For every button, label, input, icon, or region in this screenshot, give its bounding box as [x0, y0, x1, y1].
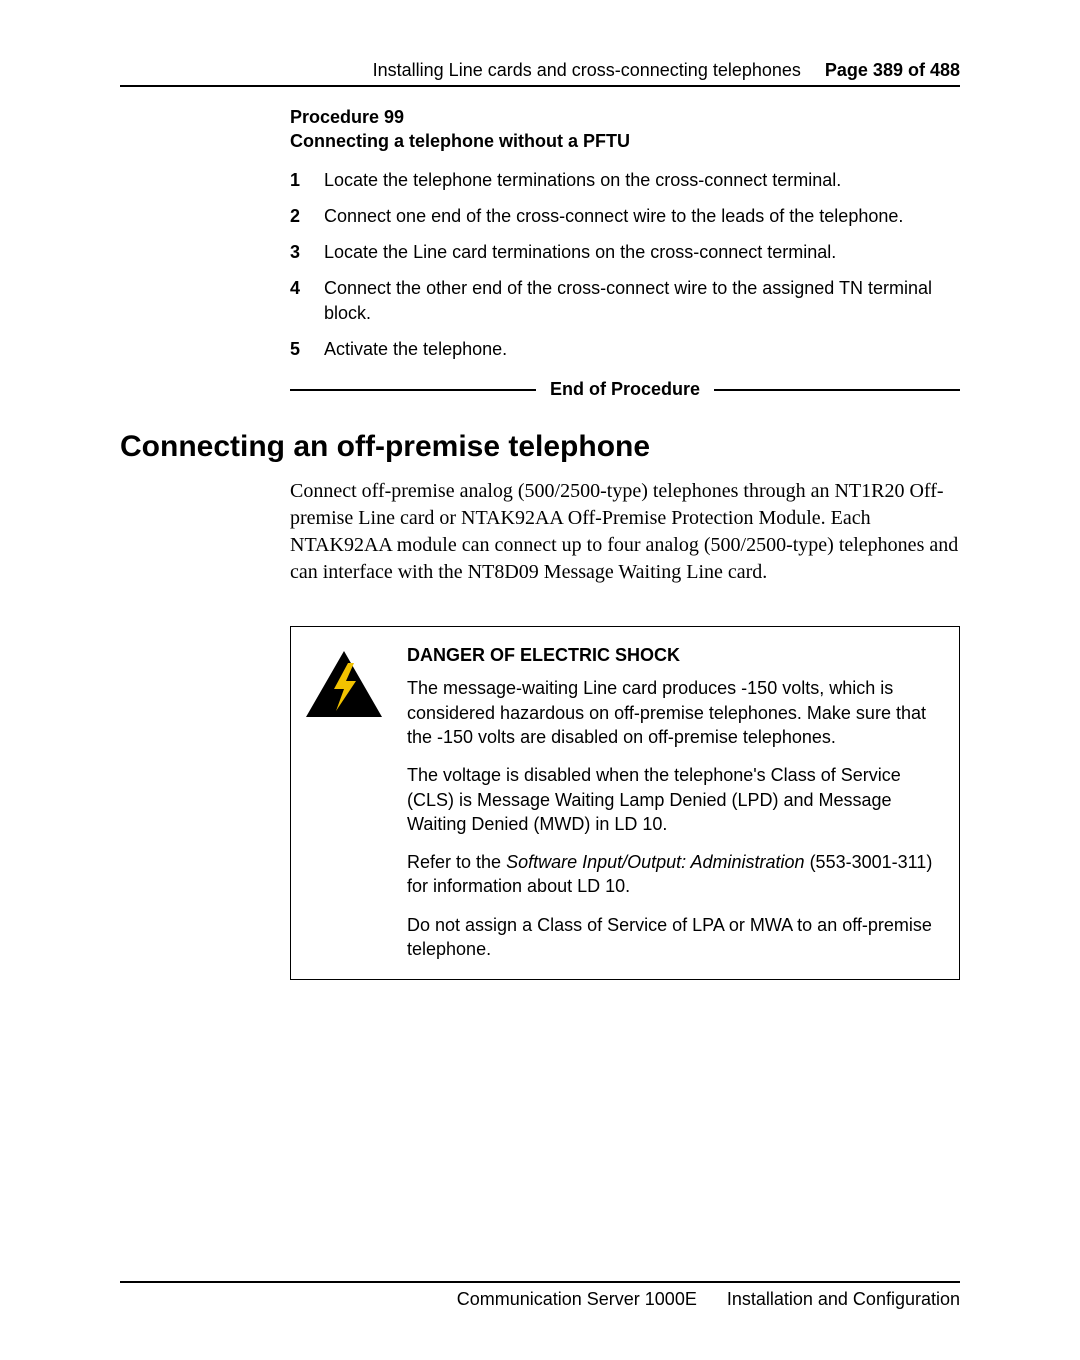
- step-number: 5: [290, 337, 306, 361]
- divider-line: [714, 389, 960, 391]
- warning-paragraph: The voltage is disabled when the telepho…: [407, 763, 943, 836]
- warning-icon-cell: [291, 627, 387, 979]
- step-item: 3 Locate the Line card terminations on t…: [290, 240, 960, 264]
- page-footer: Communication Server 1000E Installation …: [120, 1281, 960, 1310]
- header-chapter-title: Installing Line cards and cross-connecti…: [373, 60, 801, 81]
- electric-shock-warning-icon: [304, 649, 384, 719]
- warning-paragraph: Refer to the Software Input/Output: Admi…: [407, 850, 943, 899]
- warning-text-span: Refer to the: [407, 852, 506, 872]
- section-body: Connect off-premise analog (500/2500-typ…: [290, 478, 960, 586]
- end-of-procedure: End of Procedure: [290, 379, 960, 400]
- procedure-title: Connecting a telephone without a PFTU: [290, 129, 960, 153]
- step-text: Activate the telephone.: [324, 337, 507, 361]
- step-number: 3: [290, 240, 306, 264]
- page-header: Installing Line cards and cross-connecti…: [120, 60, 960, 87]
- section-heading: Connecting an off-premise telephone: [120, 430, 960, 464]
- step-text: Connect the other end of the cross-conne…: [324, 276, 960, 325]
- warning-paragraph: The message-waiting Line card produces -…: [407, 676, 943, 749]
- warning-text: DANGER OF ELECTRIC SHOCK The message-wai…: [407, 627, 959, 979]
- procedure-label: Procedure 99: [290, 105, 960, 129]
- step-number: 4: [290, 276, 306, 325]
- footer-doc-title: Installation and Configuration: [727, 1289, 960, 1310]
- warning-box: DANGER OF ELECTRIC SHOCK The message-wai…: [290, 626, 960, 980]
- header-page-number: Page 389 of 488: [825, 60, 960, 81]
- section-paragraph: Connect off-premise analog (500/2500-typ…: [290, 478, 960, 586]
- step-item: 1 Locate the telephone terminations on t…: [290, 168, 960, 192]
- warning-italic-reference: Software Input/Output: Administration: [506, 852, 805, 872]
- step-text: Locate the telephone terminations on the…: [324, 168, 841, 192]
- warning-title: DANGER OF ELECTRIC SHOCK: [407, 645, 943, 666]
- procedure-block: Procedure 99 Connecting a telephone with…: [290, 105, 960, 400]
- procedure-steps: 1 Locate the telephone terminations on t…: [290, 168, 960, 362]
- end-of-procedure-label: End of Procedure: [536, 379, 714, 400]
- step-item: 2 Connect one end of the cross-connect w…: [290, 204, 960, 228]
- step-text: Connect one end of the cross-connect wir…: [324, 204, 903, 228]
- step-item: 5 Activate the telephone.: [290, 337, 960, 361]
- footer-product: Communication Server 1000E: [457, 1289, 697, 1310]
- step-text: Locate the Line card terminations on the…: [324, 240, 836, 264]
- step-number: 2: [290, 204, 306, 228]
- divider-line: [290, 389, 536, 391]
- step-number: 1: [290, 168, 306, 192]
- step-item: 4 Connect the other end of the cross-con…: [290, 276, 960, 325]
- warning-paragraph: Do not assign a Class of Service of LPA …: [407, 913, 943, 962]
